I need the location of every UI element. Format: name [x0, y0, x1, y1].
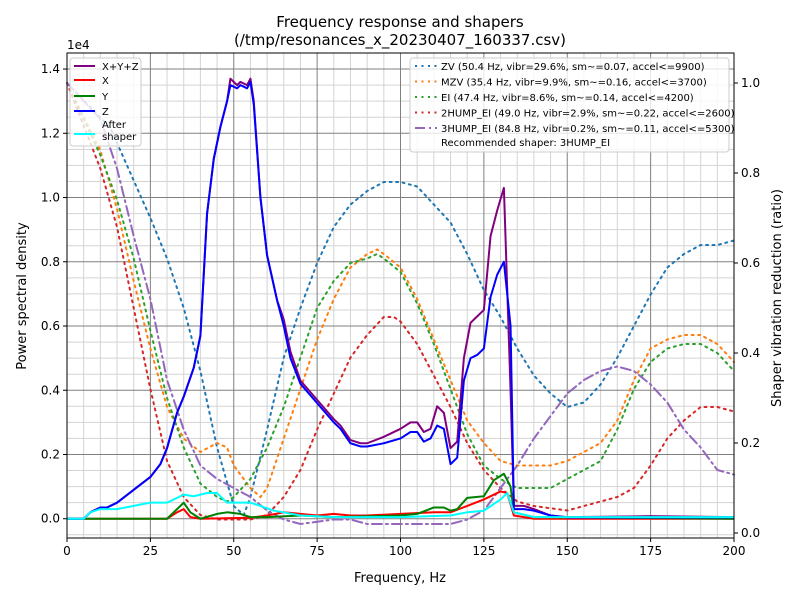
- legend-label: 3HUMP_EI (84.8 Hz, vibr=0.2%, sm~=0.11, …: [441, 124, 735, 135]
- x-tick-label: 150: [556, 544, 579, 558]
- legend-label: After shaper: [102, 120, 137, 143]
- x-tick-label: 175: [639, 544, 662, 558]
- shaper-line-mzv: [66, 82, 735, 499]
- x-tick-label: 50: [226, 544, 241, 558]
- chart-title: Frequency response and shapers: [276, 13, 524, 31]
- y2-axis-label: Shaper vibration reduction (ratio): [770, 189, 785, 407]
- y-tick-label: 0.4: [41, 383, 60, 397]
- y-offset-label: 1e4: [67, 38, 90, 52]
- x-tick-label: 75: [309, 544, 324, 558]
- y2-tick-label: 0.6: [741, 256, 760, 270]
- legend-label: X: [102, 76, 109, 87]
- legend-label: Z: [102, 107, 109, 118]
- y-axis-label: Power spectral density: [15, 222, 30, 370]
- shaper-line-zv: [66, 82, 735, 517]
- shaper-line-ei: [66, 82, 735, 503]
- psd-line-z: [67, 80, 734, 520]
- y-tick-label: 0.8: [41, 255, 60, 269]
- y2-tick-label: 0.0: [741, 526, 760, 540]
- psd-line-after-shaper: [67, 492, 734, 520]
- shaper-line-3hump-ei: [66, 82, 735, 526]
- legend-box: [409, 57, 730, 153]
- y-tick-label: 1.4: [41, 62, 60, 76]
- chart-subtitle: (/tmp/resonances_x_20230407_160337.csv): [234, 31, 566, 50]
- ticks: 0 25 50 75 100 125 150 175 200 0.0 0.2 0.4 0.6 0.8 1.0…: [41, 62, 760, 558]
- legend-label: X+Y+Z: [102, 62, 139, 73]
- y2-tick-label: 0.2: [741, 436, 760, 450]
- y2-tick-label: 0.8: [741, 166, 760, 180]
- x-tick-label: 100: [389, 544, 412, 558]
- psd-line-x: [67, 490, 734, 520]
- legend-label: 2HUMP_EI (49.0 Hz, vibr=2.9%, sm~=0.22, …: [441, 109, 735, 120]
- legend-psd: X+Y+Z XYZ After shaper: [69, 57, 142, 147]
- shaper-line-2hump-ei: [66, 82, 735, 521]
- x-tick-label: 200: [723, 544, 746, 558]
- y2-tick-label: 0.4: [741, 346, 760, 360]
- legend-label: Y: [101, 92, 109, 103]
- legend-shapers: ZV (50.4 Hz, vibr=29.6%, sm~=0.07, accel…: [409, 57, 735, 153]
- y-tick-label: 0.6: [41, 319, 60, 333]
- legend-label: ZV (50.4 Hz, vibr=29.6%, sm~=0.07, accel…: [441, 62, 705, 73]
- y-tick-label: 0.2: [41, 447, 60, 461]
- y-tick-label: 1.0: [41, 191, 60, 205]
- plot-area: [66, 77, 735, 526]
- x-tick-label: 25: [143, 544, 158, 558]
- x-tick-label: 0: [63, 544, 71, 558]
- psd-line-y: [67, 472, 735, 520]
- legend-label: EI (47.4 Hz, vibr=8.6%, sm~=0.14, accel<…: [441, 93, 694, 104]
- y-tick-label: 1.2: [41, 126, 60, 140]
- y2-tick-label: 1.0: [741, 76, 760, 90]
- x-tick-label: 125: [472, 544, 495, 558]
- recommended-shaper: Recommended shaper: 3HUMP_EI: [441, 138, 610, 149]
- x-axis-label: Frequency, Hz: [354, 571, 446, 586]
- legend-label: MZV (35.4 Hz, vibr=9.9%, sm~=0.16, accel…: [441, 78, 707, 89]
- y-tick-label: 0.0: [41, 512, 60, 526]
